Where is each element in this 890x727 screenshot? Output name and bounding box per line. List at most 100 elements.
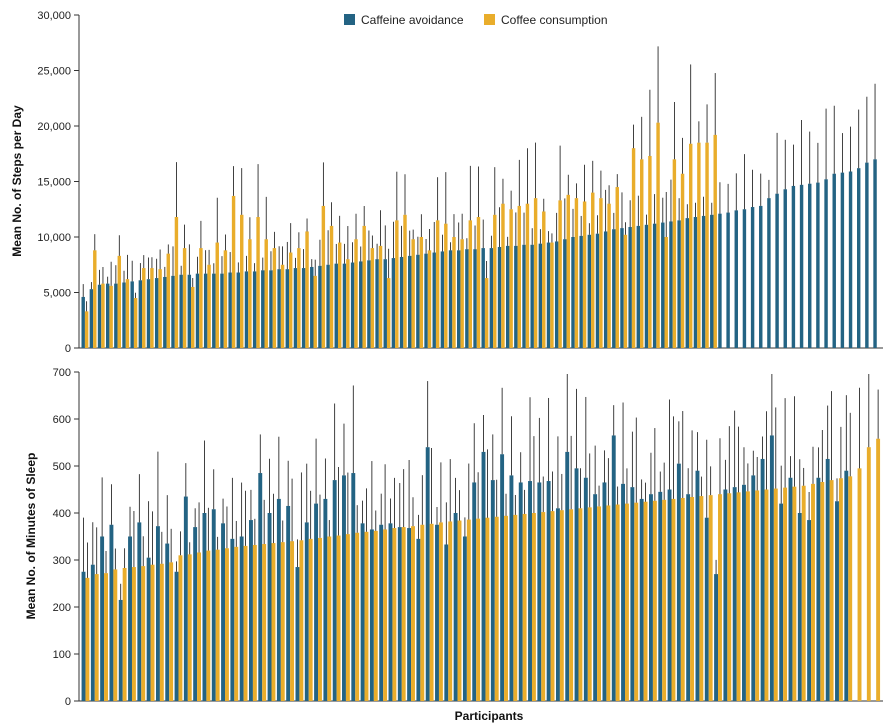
steps-bar-caffeine-avoidance	[244, 271, 249, 348]
steps-bar-caffeine-avoidance	[350, 262, 355, 348]
steps-bar-coffee-consumption	[321, 205, 326, 348]
sleep-bar-caffeine-avoidance	[695, 470, 700, 701]
sleep-bar-caffeine-avoidance	[249, 520, 253, 701]
sleep-bar-coffee-consumption	[187, 554, 192, 701]
sleep-bar-coffee-consumption	[587, 507, 592, 701]
steps-bar-coffee-consumption	[493, 214, 497, 348]
sleep-bar-caffeine-avoidance	[211, 509, 216, 701]
sleep-bar-caffeine-avoidance	[397, 527, 402, 701]
sleep-bar-coffee-consumption	[513, 514, 518, 701]
steps-bar-coffee-consumption	[289, 252, 293, 348]
sleep-bar-caffeine-avoidance	[183, 496, 188, 701]
sleep-bar-coffee-consumption	[699, 496, 704, 701]
sleep-bar-caffeine-avoidance	[453, 513, 458, 701]
sleep-bar-coffee-consumption	[299, 540, 304, 701]
sleep-bar-coffee-consumption	[141, 566, 146, 701]
steps-bar-caffeine-avoidance	[767, 198, 771, 348]
sleep-bar-caffeine-avoidance	[239, 536, 244, 701]
steps-bar-coffee-consumption	[264, 239, 268, 348]
steps-bar-coffee-consumption	[435, 220, 440, 348]
steps-bar-coffee-consumption	[93, 250, 97, 348]
steps-bar-coffee-consumption	[672, 159, 677, 348]
sleep-bar-coffee-consumption	[215, 549, 220, 701]
sleep-bar-caffeine-avoidance	[230, 538, 235, 701]
steps-bar-coffee-consumption	[395, 220, 399, 348]
x-axis-title: Participants	[455, 709, 524, 723]
steps-bar-caffeine-avoidance	[685, 218, 689, 348]
sleep-bar-caffeine-avoidance	[258, 473, 263, 701]
steps-bar-caffeine-avoidance	[252, 271, 257, 348]
steps-y-tick-label: 20,000	[37, 121, 71, 133]
steps-bar-coffee-consumption	[501, 203, 505, 348]
steps-bar-coffee-consumption	[403, 214, 407, 348]
sleep-bar-caffeine-avoidance	[81, 571, 86, 701]
sleep-bar-coffee-consumption	[308, 538, 313, 701]
sleep-bar-caffeine-avoidance	[314, 503, 319, 701]
sleep-bar-caffeine-avoidance	[816, 477, 821, 701]
sleep-bar-coffee-consumption	[420, 524, 425, 701]
sleep-bar-coffee-consumption	[773, 488, 778, 701]
steps-bar-caffeine-avoidance	[840, 172, 845, 348]
steps-bar-caffeine-avoidance	[342, 263, 347, 348]
steps-bar-caffeine-avoidance	[473, 249, 477, 348]
steps-y-tick-label: 10,000	[37, 232, 71, 244]
steps-bar-coffee-consumption	[640, 159, 644, 348]
sleep-bar-coffee-consumption	[745, 491, 750, 701]
sleep-bar-caffeine-avoidance	[100, 536, 105, 701]
steps-bar-coffee-consumption	[468, 220, 473, 348]
steps-bar-caffeine-avoidance	[277, 269, 281, 348]
sleep-bar-caffeine-avoidance	[109, 524, 114, 701]
sleep-bar-coffee-consumption	[104, 573, 108, 701]
steps-bar-caffeine-avoidance	[693, 217, 698, 348]
steps-bar-coffee-consumption	[166, 253, 170, 348]
steps-bar-caffeine-avoidance	[163, 276, 167, 348]
steps-bar-caffeine-avoidance	[89, 289, 94, 348]
sleep-bar-caffeine-avoidance	[555, 508, 560, 701]
sleep-y-tick-label: 600	[53, 414, 71, 426]
steps-bar-caffeine-avoidance	[563, 239, 567, 348]
steps-bar-caffeine-avoidance	[146, 279, 151, 348]
sleep-bar-coffee-consumption	[764, 489, 769, 701]
sleep-bar-coffee-consumption	[345, 534, 350, 701]
sleep-bar-coffee-consumption	[429, 523, 434, 701]
sleep-bar-caffeine-avoidance	[425, 447, 430, 701]
steps-bar-caffeine-avoidance	[873, 159, 877, 348]
sleep-bar-coffee-consumption	[569, 509, 574, 701]
sleep-bar-caffeine-avoidance	[500, 454, 505, 701]
steps-bar-caffeine-avoidance	[571, 237, 575, 348]
sleep-bar-caffeine-avoidance	[360, 523, 365, 701]
steps-bar-caffeine-avoidance	[799, 184, 804, 348]
steps-bar-caffeine-avoidance	[497, 246, 502, 348]
sleep-bar-caffeine-avoidance	[676, 463, 681, 701]
steps-bar-caffeine-avoidance	[81, 296, 85, 348]
sleep-bar-coffee-consumption	[85, 577, 90, 701]
steps-bar-coffee-consumption	[305, 231, 309, 348]
sleep-bar-coffee-consumption	[606, 505, 611, 701]
sleep-bar-caffeine-avoidance	[295, 567, 300, 701]
steps-bar-caffeine-avoidance	[171, 275, 175, 348]
sleep-bar-coffee-consumption	[336, 535, 341, 701]
legend-swatch-coffee-consumption	[484, 14, 495, 25]
steps-bar-coffee-consumption	[109, 285, 113, 348]
steps-bar-coffee-consumption	[648, 155, 652, 348]
steps-bar-coffee-consumption	[689, 143, 693, 348]
sleep-bar-caffeine-avoidance	[825, 458, 830, 701]
steps-bar-caffeine-avoidance	[644, 224, 649, 348]
sleep-y-tick-label: 400	[53, 508, 71, 520]
sleep-bar-caffeine-avoidance	[723, 489, 728, 701]
steps-bar-caffeine-avoidance	[457, 250, 461, 348]
sleep-bar-coffee-consumption	[485, 517, 490, 701]
sleep-bar-caffeine-avoidance	[621, 483, 625, 701]
sleep-bar-caffeine-avoidance	[267, 513, 272, 701]
sleep-bar-coffee-consumption	[671, 498, 676, 701]
sleep-bar-caffeine-avoidance	[704, 517, 709, 701]
sleep-bar-coffee-consumption	[811, 483, 815, 701]
legend: Caffeine avoidance Coffee consumption	[344, 13, 608, 27]
sleep-bar-coffee-consumption	[476, 518, 481, 701]
sleep-bar-caffeine-avoidance	[276, 498, 281, 701]
sleep-bar-coffee-consumption	[318, 537, 322, 701]
steps-bar-coffee-consumption	[525, 203, 530, 348]
sleep-bar-caffeine-avoidance	[751, 475, 756, 701]
steps-bar-caffeine-avoidance	[203, 273, 208, 348]
steps-bar-coffee-consumption	[248, 239, 252, 348]
